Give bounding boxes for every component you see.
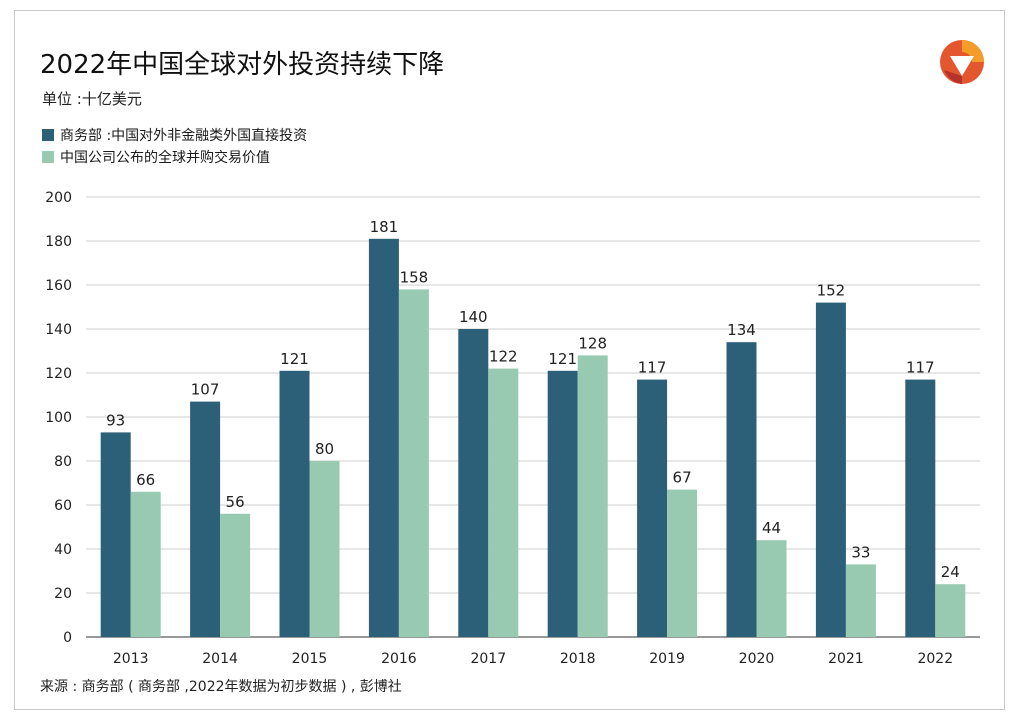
- unit-label: 单位 :十亿美元: [42, 90, 142, 108]
- data-label: 24: [941, 563, 960, 581]
- legend: 商务部 :中国对外非金融类外国直接投资 中国公司公布的全球并购交易价值: [42, 124, 307, 168]
- y-tick-label: 140: [45, 322, 72, 338]
- bar-series-b: [577, 355, 608, 637]
- x-tick-label: 2016: [381, 651, 417, 667]
- source-note: 来源 : 商务部 ( 商务部 ,2022年数据为初步数据 ) , 彭博社: [40, 679, 402, 695]
- x-tick-label: 2013: [113, 651, 149, 667]
- bar-series-a: [368, 238, 399, 638]
- data-label: 117: [638, 359, 667, 377]
- chart-frame: [14, 10, 1005, 710]
- data-label: 66: [136, 471, 155, 489]
- x-tick-label: 2015: [292, 651, 328, 667]
- legend-swatch-series-b: [42, 151, 54, 163]
- bar-series-b: [935, 584, 966, 637]
- data-label: 107: [191, 381, 220, 399]
- x-tick-label: 2022: [917, 651, 953, 667]
- bar-series-a: [815, 302, 846, 637]
- bar-series-b: [398, 289, 429, 637]
- data-label: 158: [400, 268, 429, 286]
- x-tick-label: 2017: [470, 651, 506, 667]
- bar-series-a: [100, 432, 131, 637]
- y-tick-label: 60: [54, 498, 72, 514]
- data-label: 140: [459, 308, 488, 326]
- bar-series-a: [637, 379, 668, 637]
- data-label: 56: [226, 493, 245, 511]
- bar-series-b: [488, 368, 519, 637]
- data-label: 134: [727, 321, 756, 339]
- bar-series-a: [458, 329, 489, 637]
- x-tick-label: 2021: [828, 651, 864, 667]
- bar-series-a: [905, 379, 936, 637]
- bar-series-b: [130, 491, 161, 637]
- bar-series-b: [845, 564, 876, 637]
- y-tick-label: 200: [45, 190, 72, 206]
- data-label: 67: [673, 469, 692, 487]
- data-label: 121: [548, 350, 577, 368]
- bar-series-b: [756, 540, 787, 637]
- y-tick-label: 100: [45, 410, 72, 426]
- y-tick-label: 160: [45, 278, 72, 294]
- x-tick-label: 2018: [560, 651, 596, 667]
- chart-title: 2022年中国全球对外投资持续下降: [40, 50, 445, 80]
- legend-swatch-series-a: [42, 129, 54, 141]
- y-tick-label: 0: [63, 630, 72, 646]
- data-label: 121: [280, 350, 309, 368]
- legend-label-series-a: 商务部 :中国对外非金融类外国直接投资: [60, 128, 308, 144]
- y-tick-label: 180: [45, 234, 72, 250]
- legend-label-series-b: 中国公司公布的全球并购交易价值: [60, 150, 270, 166]
- bar-series-b: [220, 513, 251, 637]
- data-label: 128: [578, 334, 607, 352]
- x-tick-label: 2019: [649, 651, 685, 667]
- data-label: 117: [906, 359, 935, 377]
- data-label: 93: [106, 411, 125, 429]
- data-label: 152: [817, 282, 846, 300]
- bar-series-b: [309, 461, 340, 637]
- x-tick-label: 2014: [202, 651, 238, 667]
- data-label: 44: [762, 519, 781, 537]
- data-label: 80: [315, 440, 334, 458]
- brand-logo-icon: [940, 40, 984, 84]
- bar-series-a: [726, 342, 757, 637]
- bar-series-a: [190, 401, 221, 637]
- bar-series-a: [547, 370, 578, 637]
- bar-series-a: [279, 370, 310, 637]
- y-tick-label: 20: [54, 586, 72, 602]
- data-label: 181: [370, 218, 399, 236]
- y-tick-label: 40: [54, 542, 72, 558]
- x-tick-label: 2020: [739, 651, 775, 667]
- data-label: 122: [489, 348, 518, 366]
- y-tick-label: 80: [54, 454, 72, 470]
- y-tick-label: 120: [45, 366, 72, 382]
- data-label: 33: [851, 543, 870, 561]
- legend-item-series-a: 商务部 :中国对外非金融类外国直接投资: [42, 124, 307, 146]
- legend-item-series-b: 中国公司公布的全球并购交易价值: [42, 146, 307, 168]
- bar-series-b: [667, 489, 698, 637]
